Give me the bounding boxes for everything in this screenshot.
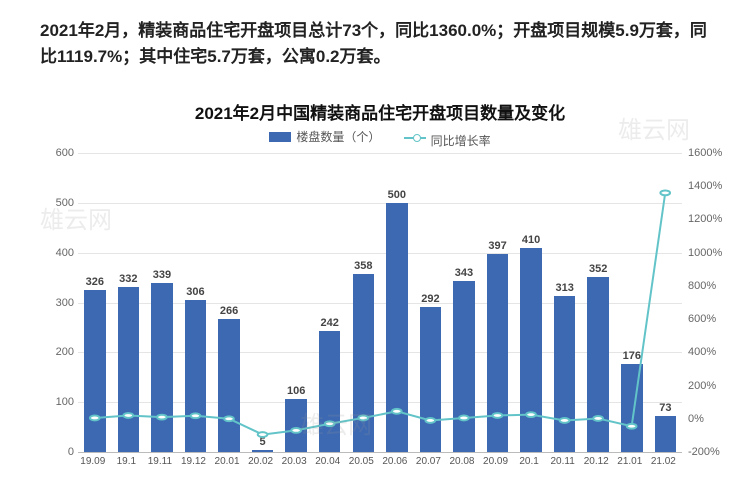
x-tick-label: 20.07	[412, 456, 446, 467]
line-swatch-icon	[404, 137, 426, 139]
line-marker	[392, 409, 402, 414]
x-tick-label: 20.03	[277, 456, 311, 467]
line-marker	[560, 418, 570, 423]
line-marker	[325, 421, 335, 426]
x-tick-label: 20.12	[579, 456, 613, 467]
headline-text: 2021年2月，精装商品住宅开盘项目总计73个，同比1360.0%；开盘项目规模…	[0, 0, 750, 79]
chart-container: 2021年2月中国精装商品住宅开盘项目数量及变化 楼盘数量（个） 同比增长率 0…	[30, 95, 730, 480]
y-left-tick: 200	[30, 346, 74, 358]
line-marker	[157, 415, 167, 420]
x-tick-label: 19.09	[76, 456, 110, 467]
growth-line	[95, 193, 665, 435]
line-overlay	[78, 153, 682, 452]
line-marker	[593, 416, 603, 421]
x-tick-label: 19.11	[143, 456, 177, 467]
line-marker	[191, 413, 201, 418]
x-tick-label: 19.12	[177, 456, 211, 467]
bar-swatch-icon	[269, 132, 291, 142]
x-tick-label: 20.1	[512, 456, 546, 467]
line-marker	[526, 412, 536, 417]
line-marker	[124, 413, 134, 418]
y-right-tick: 1400%	[688, 180, 732, 192]
x-tick-label: 20.01	[210, 456, 244, 467]
y-right-tick: 1600%	[688, 147, 732, 159]
y-right-tick: 800%	[688, 280, 732, 292]
line-marker	[358, 416, 368, 421]
y-right-tick: 0%	[688, 413, 732, 425]
line-marker	[459, 416, 469, 421]
x-tick-label: 20.08	[445, 456, 479, 467]
x-tick-label: 19.1	[110, 456, 144, 467]
x-tick-label: 20.05	[345, 456, 379, 467]
y-right-tick: 1000%	[688, 247, 732, 259]
y-right-tick: 1200%	[688, 213, 732, 225]
x-tick-label: 20.02	[244, 456, 278, 467]
line-marker	[493, 413, 503, 418]
y-left-tick: 300	[30, 297, 74, 309]
y-left-tick: 400	[30, 247, 74, 259]
x-tick-label: 21.01	[613, 456, 647, 467]
line-marker	[426, 418, 436, 423]
y-left-tick: 500	[30, 197, 74, 209]
legend-line-label: 同比增长率	[431, 132, 491, 149]
plot-area: 0100200300400500600-200%0%200%400%600%80…	[78, 153, 682, 452]
y-right-tick: 200%	[688, 380, 732, 392]
x-tick-label: 20.04	[311, 456, 345, 467]
line-marker	[660, 190, 670, 195]
y-right-tick: 400%	[688, 346, 732, 358]
legend-line: 同比增长率	[404, 132, 491, 149]
y-right-tick: -200%	[688, 446, 732, 458]
line-marker	[627, 424, 637, 429]
line-marker	[258, 432, 268, 437]
line-marker	[90, 416, 100, 421]
x-tick-label: 20.11	[546, 456, 580, 467]
y-left-tick: 600	[30, 147, 74, 159]
y-right-tick: 600%	[688, 313, 732, 325]
x-tick-label: 20.09	[479, 456, 513, 467]
chart-title: 2021年2月中国精装商品住宅开盘项目数量及变化	[30, 99, 730, 124]
y-left-tick: 0	[30, 446, 74, 458]
line-marker	[291, 428, 301, 433]
y-left-tick: 100	[30, 396, 74, 408]
x-tick-label: 21.02	[647, 456, 681, 467]
legend-bar-label: 楼盘数量（个）	[296, 128, 380, 145]
line-marker	[224, 416, 234, 421]
legend-bar: 楼盘数量（个）	[269, 128, 380, 145]
x-tick-label: 20.06	[378, 456, 412, 467]
chart-legend: 楼盘数量（个） 同比增长率	[30, 128, 730, 149]
